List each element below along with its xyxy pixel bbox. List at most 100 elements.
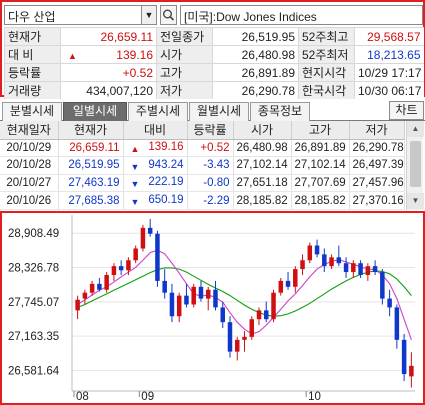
candle-body <box>365 266 371 275</box>
search-icon <box>163 9 175 21</box>
local-time-label: 현지시각 <box>298 63 355 82</box>
candle-body <box>336 257 342 264</box>
search-button[interactable] <box>160 5 177 25</box>
candle-body <box>104 275 109 290</box>
up-arrow-icon: ▲ <box>68 50 77 61</box>
candle-body <box>343 263 349 273</box>
daily-quotes-table: 현재일자 현재가 대비 등락률 시가 고가 저가 20/10/29 26,659… <box>0 121 405 210</box>
candle-body <box>176 295 182 317</box>
vertical-scrollbar[interactable]: ▲ ▼ <box>406 121 424 210</box>
search-row: 다우 산업 ▼ [미국]:Dow Jones Indices <box>4 4 423 26</box>
col-header-date[interactable]: 현재일자 <box>0 121 59 140</box>
y-tick-label: 28,908.49 <box>8 228 59 240</box>
candle-body <box>271 292 276 320</box>
down-arrow-icon: ▼ <box>130 161 140 172</box>
tab-monthly-quotes[interactable]: 월별시세 <box>189 102 249 121</box>
info-row: 거래량 434,007,120 저가 26,290.78 한국시각 10/30 … <box>4 81 424 99</box>
candle-body <box>300 260 305 270</box>
down-arrow-icon: ▼ <box>130 197 140 208</box>
rate-value: +0.52 <box>60 63 157 82</box>
cell-date: 20/10/26 <box>0 191 59 210</box>
change-text: 222.19 <box>148 176 184 189</box>
cell-low: 27,370.16 <box>349 191 405 210</box>
y-tick-label: 26,581.64 <box>8 365 60 377</box>
candle-body <box>380 272 385 299</box>
cell-price: 27,463.19 <box>58 174 124 193</box>
candle-body <box>293 269 298 287</box>
info-row: 대 비 ▲ 139.16 시가 26,480.98 52주최저 18,213.6… <box>4 45 424 64</box>
table-row[interactable]: 20/10/27 27,463.19 ▼ 222.19 -0.80 27,651.… <box>0 174 405 193</box>
candle-body <box>111 266 117 275</box>
cell-high: 27,707.69 <box>291 174 350 193</box>
change-text: 650.19 <box>148 194 184 207</box>
table-row[interactable]: 20/10/29 26,659.11 ▲ 139.16 +0.52 26,480.… <box>0 139 405 158</box>
cell-rate: -2.29 <box>187 191 234 210</box>
price-chart-panel[interactable]: 28,908.49 28,326.78 27,745.07 27,163.35 26,5… <box>0 211 425 405</box>
low-52w-label: 52주최저 <box>298 45 355 64</box>
tab-weekly-quotes[interactable]: 주별시세 <box>128 102 188 121</box>
col-header-low[interactable]: 저가 <box>349 121 405 140</box>
tab-minute-quotes[interactable]: 분별시세 <box>2 102 62 121</box>
local-time-value: 10/29 17:17 <box>354 63 424 82</box>
x-tick-label: 10 <box>308 391 321 403</box>
stock-dropdown-button[interactable]: ▼ <box>142 5 157 25</box>
col-header-change[interactable]: 대비 <box>123 121 188 140</box>
cell-date: 20/10/29 <box>0 139 59 158</box>
candle-body <box>205 289 211 299</box>
col-header-open[interactable]: 시가 <box>233 121 292 140</box>
candle-body <box>126 260 131 271</box>
candle-body <box>184 295 189 305</box>
low-label: 저가 <box>156 81 213 99</box>
high-52w-value: 29,568.57 <box>354 27 424 46</box>
cell-high: 26,891.89 <box>291 139 350 158</box>
daily-quotes-grid: 현재일자 현재가 대비 등락률 시가 고가 저가 20/10/29 26,659… <box>0 121 425 210</box>
col-header-high[interactable]: 고가 <box>291 121 350 140</box>
table-row[interactable]: 20/10/28 26,519.95 ▼ 943.24 -3.43 27,102.… <box>0 156 405 175</box>
change-value-cell: ▲ 139.16 <box>60 45 157 64</box>
candle-body <box>147 227 153 234</box>
cell-high: 28,185.82 <box>291 191 350 210</box>
candle-body <box>394 307 400 340</box>
candle-body <box>140 227 146 249</box>
candle-body <box>322 254 327 267</box>
candle-body <box>409 365 414 377</box>
candle-body <box>264 310 269 320</box>
chart-button[interactable]: 차트 <box>389 101 424 120</box>
tab-daily-quotes[interactable]: 일별시세 <box>63 102 127 121</box>
change-text: 943.24 <box>148 158 184 171</box>
volume-value: 434,007,120 <box>60 81 157 99</box>
korea-time-label: 한국시각 <box>298 81 355 99</box>
cell-price: 26,519.95 <box>58 156 124 175</box>
moving-average-long <box>77 267 412 317</box>
cell-low: 26,497.39 <box>349 156 405 175</box>
scroll-down-icon[interactable]: ▼ <box>407 193 424 209</box>
col-header-price[interactable]: 현재가 <box>58 121 124 140</box>
col-header-rate[interactable]: 등락률 <box>187 121 234 140</box>
cell-date: 20/10/27 <box>0 174 59 193</box>
cell-change: ▼ 943.24 <box>123 156 188 175</box>
scroll-up-icon[interactable]: ▲ <box>407 121 424 137</box>
volume-label: 거래량 <box>4 81 61 99</box>
candlestick-chart[interactable]: 28,908.49 28,326.78 27,745.07 27,163.35 26,5… <box>2 213 423 403</box>
cell-open: 26,480.98 <box>233 139 292 158</box>
stock-name-input[interactable]: 다우 산업 <box>4 5 142 25</box>
scrollbar-thumb[interactable] <box>410 141 421 187</box>
y-tick-label: 27,163.35 <box>8 331 59 343</box>
candle-body <box>401 339 407 375</box>
tab-stock-info[interactable]: 종목정보 <box>250 102 310 121</box>
low-52w-value: 18,213.65 <box>354 45 424 64</box>
candle-body <box>256 310 262 320</box>
quote-summary-table: 현재가 26,659.11 전일종가 26,519.95 52주최고 29,56… <box>4 27 424 99</box>
high-label: 고가 <box>156 63 213 82</box>
table-row[interactable]: 20/10/26 27,685.38 ▼ 650.19 -2.29 28,185.… <box>0 191 405 210</box>
candle-body <box>89 283 95 293</box>
candle-body <box>169 292 175 317</box>
cell-open: 27,102.14 <box>233 156 292 175</box>
rate-label: 등락률 <box>4 63 61 82</box>
cell-change: ▲ 139.16 <box>123 139 188 158</box>
cell-open: 27,651.18 <box>233 174 292 193</box>
x-tick-label: 09 <box>141 391 154 403</box>
cell-change: ▼ 650.19 <box>123 191 188 210</box>
candle-body <box>220 307 225 323</box>
cell-low: 27,457.96 <box>349 174 405 193</box>
